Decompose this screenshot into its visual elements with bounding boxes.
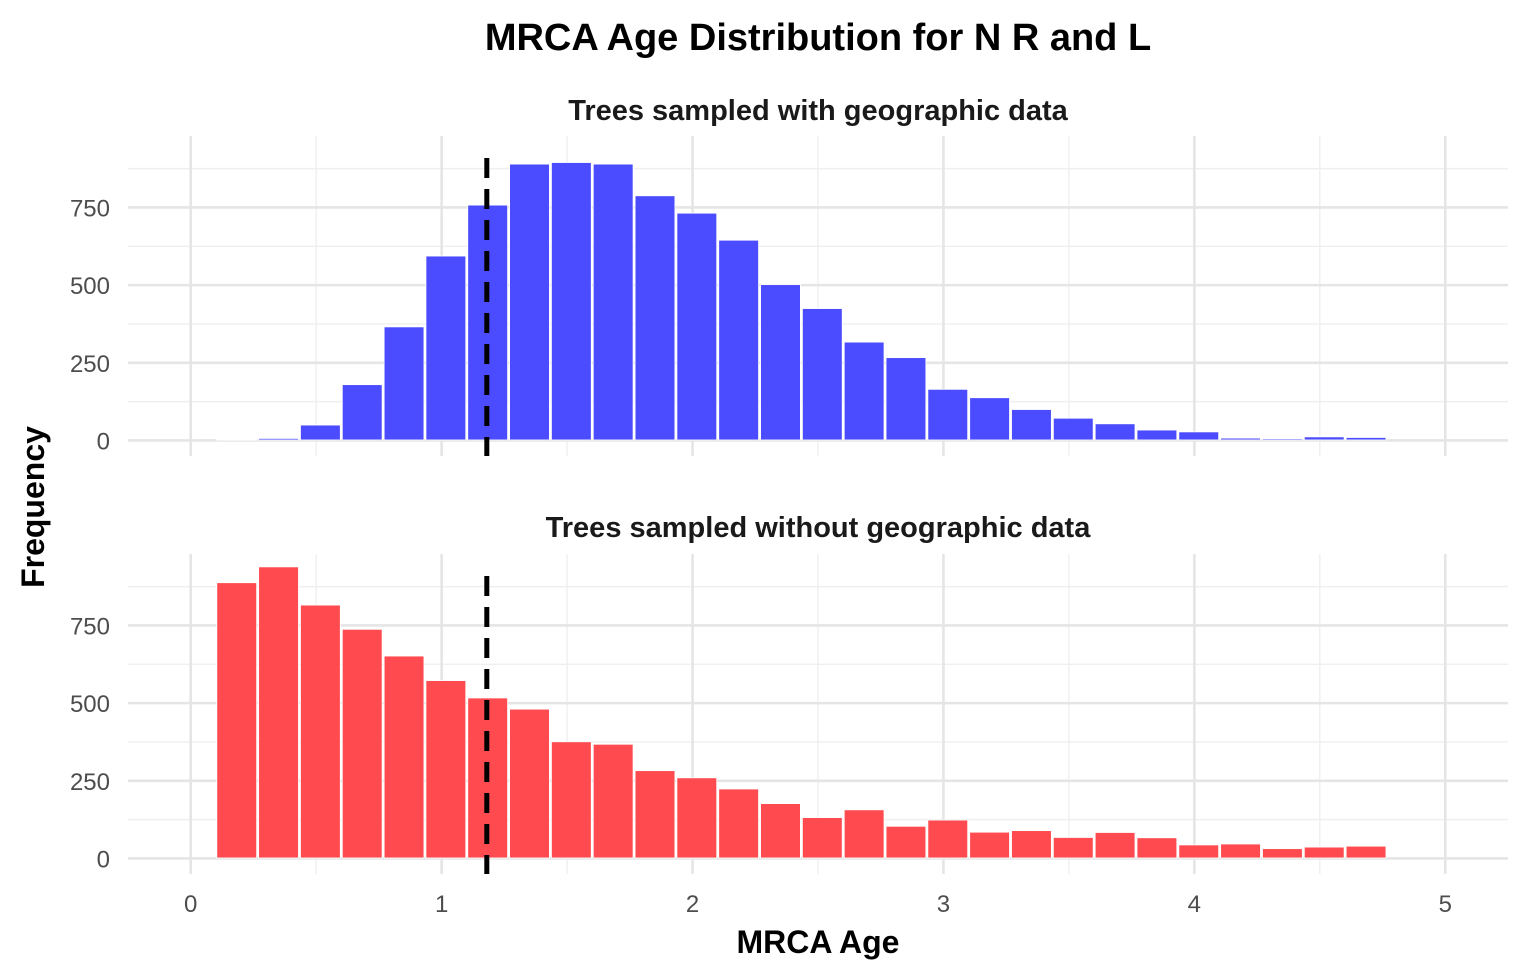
x-tick-label: 0: [184, 891, 197, 918]
panel-no-geographic: 0 250 500 750: [70, 554, 1508, 874]
y-tick-label: 750: [70, 613, 110, 640]
histogram-bar: [843, 809, 885, 859]
histogram-bar: [969, 397, 1010, 441]
histogram-bar: [718, 788, 759, 859]
histogram-bar: [551, 162, 592, 441]
histogram-bar: [1052, 837, 1094, 859]
histogram-bar: [634, 770, 676, 859]
histogram-bar: [1136, 429, 1178, 441]
histogram-bar: [885, 825, 927, 859]
histogram-bar: [927, 819, 969, 859]
histogram-bar: [341, 628, 383, 859]
histogram-bar: [885, 357, 927, 441]
histogram-bar: [258, 438, 299, 441]
x-axis-title: MRCA Age: [737, 924, 900, 960]
histogram-bar: [676, 212, 718, 441]
histogram-bar: [551, 741, 592, 859]
y-axis-title: Frequency: [15, 426, 51, 588]
y-tick-label: 250: [70, 351, 110, 378]
histogram-bar: [383, 326, 425, 441]
histogram-bar: [383, 655, 425, 859]
histogram-bar: [927, 388, 969, 441]
x-axis-ticks: 0 1 2 3 4 5: [184, 891, 1452, 918]
histogram-bar: [760, 803, 801, 859]
histogram-bar: [216, 438, 258, 441]
histogram-bar: [509, 163, 550, 441]
histogram-bar: [760, 284, 801, 441]
y-tick-label: 750: [70, 195, 110, 222]
histogram-bar: [592, 743, 634, 859]
histogram-bar: [969, 831, 1010, 859]
histogram-bar: [1136, 837, 1178, 859]
x-tick-label: 2: [686, 891, 699, 918]
histogram-bar: [216, 582, 258, 859]
histogram-bar: [1094, 423, 1136, 441]
y-tick-label: 0: [97, 428, 110, 455]
histogram-bar: [1220, 843, 1261, 859]
histogram-bar: [634, 195, 676, 441]
chart-title: MRCA Age Distribution for N R and L: [485, 17, 1151, 59]
panel-geographic: 0 250 500 750: [70, 136, 1508, 456]
histogram-bar: [1178, 431, 1220, 441]
panel-subtitle-no-geographic: Trees sampled without geographic data: [546, 512, 1092, 544]
histogram-bar: [1052, 417, 1094, 441]
histogram-bar: [801, 817, 843, 859]
x-tick-label: 5: [1439, 891, 1452, 918]
histogram-bar: [592, 163, 634, 441]
histogram-bar: [676, 777, 718, 859]
panel-subtitle-geographic: Trees sampled with geographic data: [568, 95, 1068, 127]
histogram-bar: [1178, 844, 1220, 859]
histogram-bar: [1345, 437, 1387, 441]
histogram-bar: [1011, 409, 1052, 441]
y-tick-label: 0: [97, 846, 110, 873]
histogram-bar: [341, 384, 383, 441]
histogram-bar: [1011, 830, 1052, 859]
y-tick-label: 500: [70, 691, 110, 718]
histogram-bar: [1262, 438, 1303, 441]
histogram-bar: [718, 239, 759, 441]
x-tick-label: 3: [937, 891, 950, 918]
histogram-bar: [1345, 845, 1387, 859]
histogram-bar: [1262, 848, 1303, 859]
histogram-bar: [425, 255, 467, 441]
histogram-bar: [1220, 437, 1261, 441]
histogram-bar: [1303, 846, 1345, 859]
histogram-bar: [1094, 832, 1136, 859]
histogram-bar: [300, 424, 341, 441]
x-tick-label: 1: [435, 891, 448, 918]
histogram-bar: [425, 680, 467, 859]
histogram-bar: [509, 708, 550, 859]
histogram-bar: [801, 308, 843, 441]
histogram-bar: [843, 341, 885, 441]
histogram-bar: [1303, 436, 1345, 441]
histogram-bar: [300, 604, 341, 859]
y-tick-label: 500: [70, 273, 110, 300]
histogram-bar: [258, 566, 299, 859]
x-tick-label: 4: [1188, 891, 1201, 918]
y-tick-label: 250: [70, 769, 110, 796]
